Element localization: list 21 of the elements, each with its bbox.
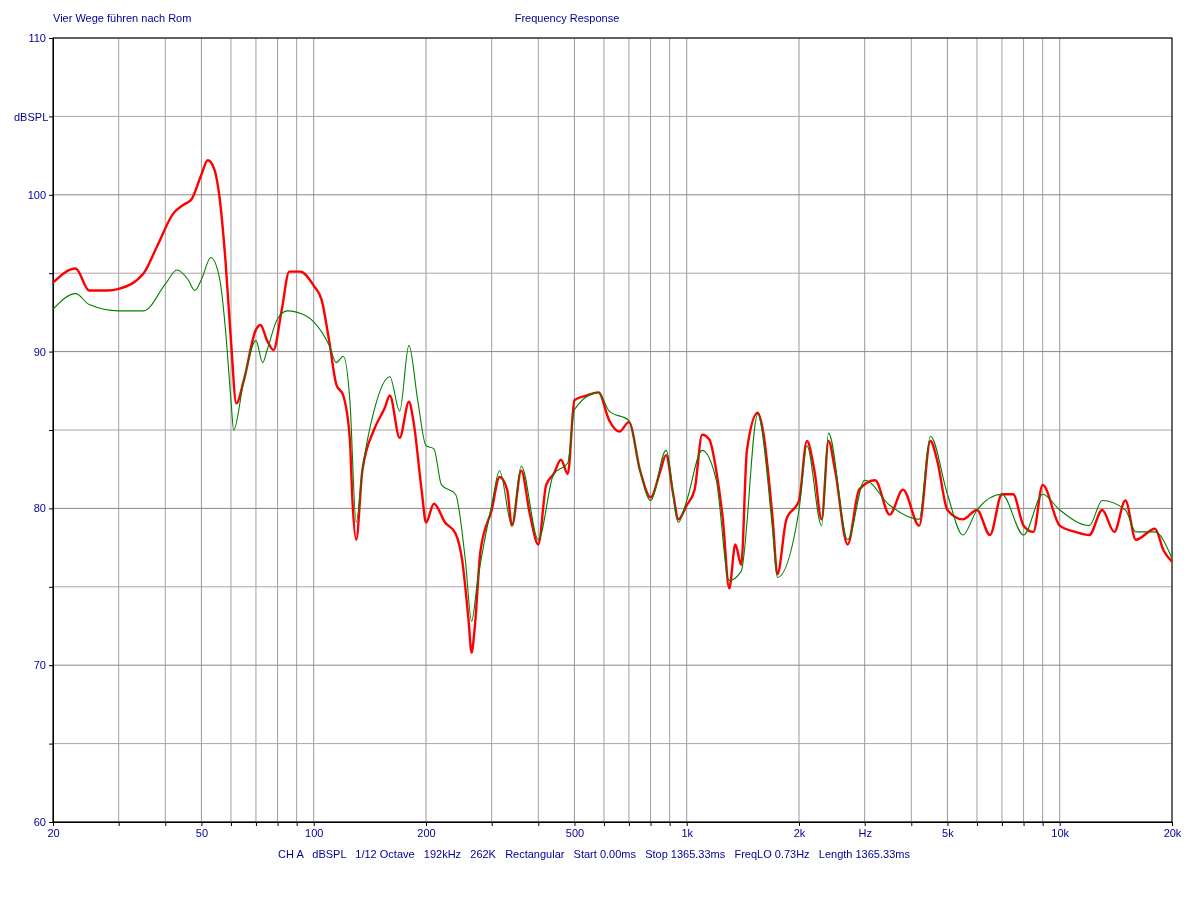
y-axis-title: dBSPL bbox=[14, 111, 49, 123]
x-tick-label: 5k bbox=[942, 826, 955, 839]
y-tick-label: 100 bbox=[27, 188, 46, 201]
x-tick-label: 100 bbox=[305, 826, 324, 839]
y-tick-label: 60 bbox=[33, 816, 46, 829]
text: CH A dBSPL 1/12 Octave 192kHz 262K Rectangular Start 0.00ms Stop 1365.33ms FreqLO 0.73Hz Length 1365.33ms bbox=[278, 848, 911, 860]
y-tick-label: 70 bbox=[33, 659, 46, 672]
y-tick-label: 110 bbox=[28, 32, 46, 45]
y-tick-label: 90 bbox=[33, 345, 46, 358]
y-tick-label: 80 bbox=[33, 502, 46, 515]
x-tick-label: 500 bbox=[565, 826, 585, 839]
x-tick-label: Hz bbox=[858, 826, 872, 839]
x-tick-label: 1k bbox=[681, 826, 694, 839]
x-tick-label: 10k bbox=[1051, 826, 1070, 839]
x-tick-label: 20k bbox=[1163, 826, 1182, 839]
x-tick-label: 2k bbox=[793, 826, 806, 839]
chart-subtitle: Frequency Response bbox=[514, 12, 620, 24]
x-tick-label: 50 bbox=[195, 826, 209, 839]
x-tick-label: 200 bbox=[417, 826, 436, 839]
x-tick-label: 20 bbox=[47, 826, 60, 839]
chart-title: Vier Wege führen nach Rom bbox=[53, 12, 192, 24]
